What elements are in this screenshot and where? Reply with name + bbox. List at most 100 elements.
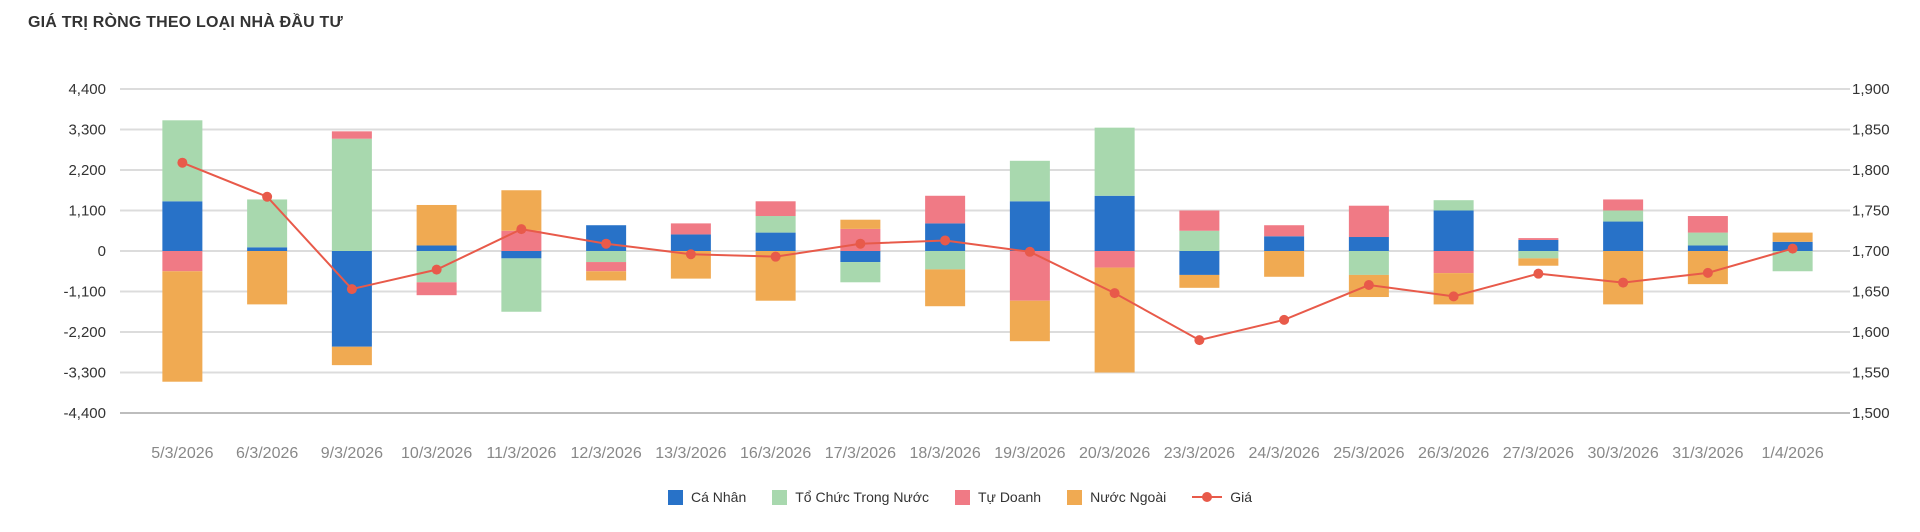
bar-segment xyxy=(1179,230,1220,251)
bar-segment xyxy=(1518,239,1559,251)
x-tick-label: 6/3/2026 xyxy=(236,445,298,462)
y2-tick-label: 1,900 xyxy=(1852,81,1890,98)
legend-swatch xyxy=(667,489,683,505)
price-point xyxy=(516,224,527,235)
price-point xyxy=(1194,335,1205,346)
bar-segment xyxy=(1094,267,1135,373)
y-tick-label: 4,400 xyxy=(68,81,106,98)
bar-segment xyxy=(162,251,203,272)
bar-segment xyxy=(416,245,457,251)
bar-segment xyxy=(1772,232,1813,242)
bar-segment xyxy=(1772,251,1813,272)
bar-segment xyxy=(416,282,457,296)
y2-tick-label: 1,500 xyxy=(1852,405,1890,422)
legend-label: Tổ Chức Trong Nước xyxy=(795,489,929,505)
x-tick-label: 1/4/2026 xyxy=(1761,445,1823,462)
x-tick-label: 10/3/2026 xyxy=(401,445,472,462)
y2-tick-label: 1,550 xyxy=(1852,365,1890,382)
bar-segment xyxy=(586,262,627,272)
y-tick-label: 0 xyxy=(98,243,106,260)
price-line xyxy=(182,161,1793,342)
y2-tick-label: 1,850 xyxy=(1852,122,1890,139)
price-point xyxy=(431,264,442,275)
legend-item[interactable]: Tổ Chức Trong Nước xyxy=(772,489,929,505)
bar-segment xyxy=(331,138,372,251)
bar-segment xyxy=(501,230,542,251)
y-tick-label: -4,400 xyxy=(63,405,106,422)
x-tick-label: 13/3/2026 xyxy=(655,445,726,462)
price-point xyxy=(1702,267,1713,278)
bar-segment xyxy=(1348,205,1389,238)
legend-item[interactable]: Giá xyxy=(1192,489,1252,505)
bar-segment xyxy=(1603,221,1644,251)
legend-swatch xyxy=(955,489,970,505)
bar-segment xyxy=(501,190,542,231)
bar-segment xyxy=(1518,238,1559,240)
bar-segment xyxy=(331,346,372,366)
x-tick-label: 30/3/2026 xyxy=(1588,445,1659,462)
price-point xyxy=(1024,246,1035,257)
bar-segment xyxy=(501,258,542,312)
bar-segment xyxy=(1264,251,1305,277)
y-tick-label: -2,200 xyxy=(63,324,106,341)
legend-label: Nước Ngoài xyxy=(1090,489,1167,505)
bar-segment xyxy=(162,271,203,382)
legend-item[interactable]: Cá Nhân xyxy=(667,489,747,505)
chart-title: GIÁ TRỊ RÒNG THEO LOẠI NHÀ ĐẦU TƯ xyxy=(28,14,343,31)
bar-segment xyxy=(670,234,711,251)
bar-segment xyxy=(840,262,881,283)
bar-segment xyxy=(755,216,796,233)
legend-label: Cá Nhân xyxy=(690,489,747,505)
bar-segment xyxy=(1603,199,1644,211)
price-point xyxy=(1109,288,1120,299)
bar-segment xyxy=(925,195,966,224)
bar-segment xyxy=(1179,251,1220,275)
x-tick-label: 18/3/2026 xyxy=(910,445,981,462)
x-tick-label: 11/3/2026 xyxy=(486,445,556,462)
legend-label: Giá xyxy=(1230,489,1253,505)
legend-item[interactable]: Tự Doanh xyxy=(955,489,1041,505)
bar-segment xyxy=(1687,245,1728,251)
price-point xyxy=(940,235,951,246)
bar-segment xyxy=(1009,160,1050,202)
y-tick-label: -1,100 xyxy=(63,284,106,301)
bar-segment xyxy=(1094,127,1135,196)
price-point xyxy=(1448,291,1459,302)
bar-segment xyxy=(1687,216,1728,233)
bar-segment xyxy=(1264,236,1305,251)
bar-segment xyxy=(1518,258,1559,266)
x-tick-label: 16/3/2026 xyxy=(740,445,811,462)
x-tick-label: 20/3/2026 xyxy=(1079,445,1150,462)
legend-label: Tự Doanh xyxy=(978,489,1042,505)
bar-segment xyxy=(670,223,711,235)
bar-segment xyxy=(1348,237,1389,251)
bar-segment xyxy=(331,131,372,139)
x-tick-label: 19/3/2026 xyxy=(994,445,1065,462)
legend-swatch xyxy=(772,489,788,505)
bar-segment xyxy=(1179,210,1220,231)
bar-segment xyxy=(1518,251,1559,259)
bar-segment xyxy=(1179,274,1220,288)
price-point xyxy=(1787,243,1798,254)
x-tick-label: 9/3/2026 xyxy=(321,445,383,462)
bar-segment xyxy=(247,199,288,248)
bar-segment xyxy=(925,269,966,307)
x-tick-label: 27/3/2026 xyxy=(1503,445,1574,462)
bar-segment xyxy=(1433,210,1474,251)
legend-item[interactable]: Nước Ngoài xyxy=(1067,489,1166,505)
bar-segment xyxy=(840,251,881,263)
bar-segment xyxy=(1433,200,1474,211)
legend-line-swatch xyxy=(1192,491,1223,503)
y2-tick-label: 1,600 xyxy=(1852,324,1890,341)
bar-segment xyxy=(755,201,796,217)
bar-segment xyxy=(247,251,288,305)
price-point xyxy=(1363,280,1374,291)
x-tick-label: 12/3/2026 xyxy=(571,445,642,462)
bar-segment xyxy=(1009,201,1050,251)
x-tick-label: 26/3/2026 xyxy=(1418,445,1489,462)
price-point xyxy=(770,251,781,262)
bar-segment xyxy=(586,251,627,263)
y-tick-label: 1,100 xyxy=(68,203,106,220)
y2-tick-label: 1,650 xyxy=(1852,284,1890,301)
bar-segment xyxy=(755,232,796,251)
